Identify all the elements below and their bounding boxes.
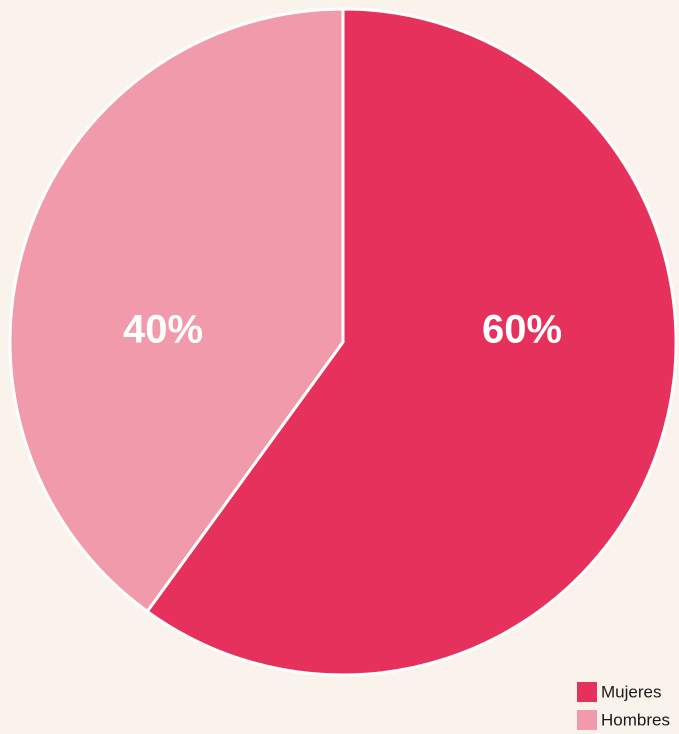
legend-swatch — [577, 710, 597, 730]
slice-label: 40% — [123, 308, 203, 352]
pie-slice — [8, 7, 345, 613]
slice-label: 60% — [482, 308, 562, 352]
legend-label: Hombres — [601, 710, 670, 729]
pie-slice — [145, 7, 678, 677]
legend-swatch — [577, 682, 597, 702]
legend-label: Mujeres — [601, 682, 661, 701]
